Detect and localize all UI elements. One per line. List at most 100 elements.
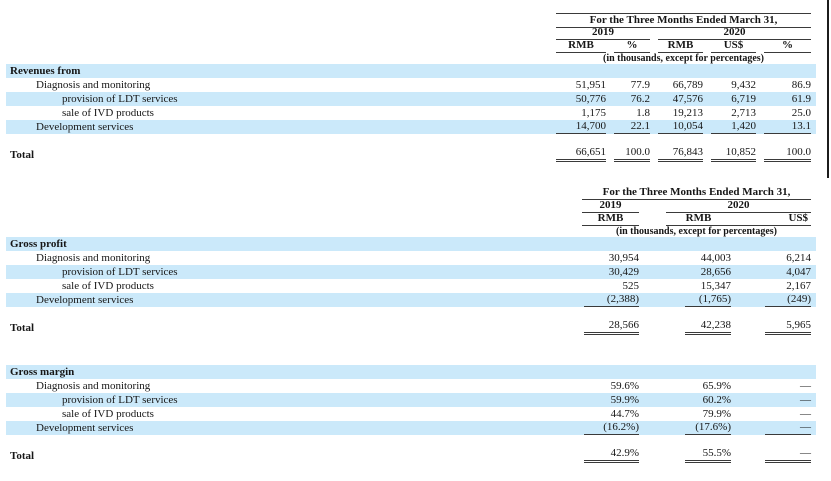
gross-margin-table: Gross margin Diagnosis and monitoring 59… xyxy=(6,365,816,463)
cell-value: 51,951 xyxy=(575,79,606,91)
cell-value: 76.2 xyxy=(630,93,650,105)
year-header-2019: 2019 xyxy=(582,199,639,213)
total-row: Total 66,651 100.0 76,843 10,852 100.0 xyxy=(6,145,816,162)
underlined-value: (16.2%) xyxy=(584,421,639,435)
column-header: US$ xyxy=(788,212,808,224)
cell-value: 60.2% xyxy=(702,394,731,406)
table-row: Diagnosis and monitoring 51,951 77.9 66,… xyxy=(6,78,816,92)
period-header-row: For the Three Months Ended March 31, xyxy=(6,186,816,200)
row-label: Diagnosis and monitoring xyxy=(36,380,151,392)
column-header: US$ xyxy=(711,39,756,53)
table-row: Diagnosis and monitoring 30,954 44,003 6… xyxy=(6,251,816,265)
cell-value: — xyxy=(800,394,811,406)
spacer xyxy=(731,212,747,225)
double-underlined-value: 5,965 xyxy=(765,319,811,335)
total-label: Total xyxy=(10,322,35,334)
total-row: Total 28,566 42,238 5,965 xyxy=(6,318,816,335)
row-label: sale of IVD products xyxy=(62,408,154,420)
column-header: RMB xyxy=(582,212,639,226)
total-value: 28,566 xyxy=(582,319,639,335)
section-header-row: Gross profit xyxy=(6,237,816,251)
cell-value: 1,420 xyxy=(711,120,756,134)
cell-value: (16.2%) xyxy=(582,421,639,435)
underlined-value: (2,388) xyxy=(584,293,639,307)
row-label: Development services xyxy=(36,422,134,434)
cell-value: — xyxy=(746,421,811,435)
cell-value: 66,789 xyxy=(672,79,703,91)
underlined-value: (1,765) xyxy=(685,293,731,307)
total-value: 55.5% xyxy=(666,447,731,463)
row-label: provision of LDT services xyxy=(62,93,178,105)
cell-value: 59.6% xyxy=(610,380,639,392)
underlined-value: (249) xyxy=(765,293,811,307)
cell-value: 22.1 xyxy=(614,120,650,134)
units-note-row: (in thousands, except for percentages) xyxy=(6,52,816,64)
column-header-row: RMB % RMB US$ % xyxy=(6,39,816,53)
cell-value: 77.9 xyxy=(630,79,650,91)
column-header-group: RMB US$ xyxy=(666,212,811,226)
cell-value: 44.7% xyxy=(610,408,639,420)
year-header-2020: 2020 xyxy=(666,199,811,213)
cell-value: 4,047 xyxy=(786,266,811,278)
cell-value: 1,175 xyxy=(581,107,606,119)
cell-value: 86.9 xyxy=(791,79,811,91)
period-header: For the Three Months Ended March 31, xyxy=(556,13,811,28)
underlined-value: — xyxy=(765,421,811,435)
row-label: sale of IVD products xyxy=(62,280,154,292)
period-header-row: For the Three Months Ended March 31, xyxy=(6,13,816,28)
column-header: % xyxy=(764,39,811,53)
column-header: RMB xyxy=(556,39,606,53)
cell-value: 47,576 xyxy=(672,93,703,105)
section-label: Gross profit xyxy=(10,238,67,250)
cell-value: 30,954 xyxy=(608,252,639,264)
spacer xyxy=(6,435,816,446)
cell-value: 10,054 xyxy=(658,120,703,134)
cell-value: 13.1 xyxy=(764,120,811,134)
units-note: (in thousands, except for percentages) xyxy=(602,53,764,64)
cell-value: 2,713 xyxy=(731,107,756,119)
cell-value: (17.6%) xyxy=(666,421,731,435)
section-label: Revenues from xyxy=(10,65,81,77)
year-header-2020: 2020 xyxy=(658,26,811,40)
cell-value: (2,388) xyxy=(582,293,639,307)
table-row: Diagnosis and monitoring 59.6% 65.9% — xyxy=(6,379,816,393)
cell-value: 50,776 xyxy=(575,93,606,105)
cell-value: 28,656 xyxy=(700,266,731,278)
table-row: sale of IVD products 525 15,347 2,167 xyxy=(6,279,816,293)
year-header-row: 2019 2020 xyxy=(6,26,816,40)
row-label: Development services xyxy=(36,294,134,306)
cell-value: 6,214 xyxy=(786,252,811,264)
cell-value: (249) xyxy=(746,293,811,307)
table-row: provision of LDT services 50,776 76.2 47… xyxy=(6,92,816,106)
table-row: provision of LDT services 30,429 28,656 … xyxy=(6,265,816,279)
double-underlined-value: 42.9% xyxy=(584,447,639,463)
page-border-line xyxy=(827,0,829,178)
table-row: sale of IVD products 1,175 1.8 19,213 2,… xyxy=(6,106,816,120)
period-header: For the Three Months Ended March 31, xyxy=(582,186,811,200)
table-row: sale of IVD products 44.7% 79.9% — xyxy=(6,407,816,421)
column-header-row: RMB RMB US$ xyxy=(6,212,816,226)
column-header: RMB xyxy=(658,39,703,53)
cell-value: 59.9% xyxy=(610,394,639,406)
total-row: Total 42.9% 55.5% — xyxy=(6,446,816,463)
cell-value: 61.9 xyxy=(791,93,811,105)
section-label: Gross margin xyxy=(10,366,75,378)
cell-value: 65.9% xyxy=(702,380,731,392)
double-underlined-value: 28,566 xyxy=(584,319,639,335)
total-value: 76,843 xyxy=(658,146,703,162)
double-underlined-value: — xyxy=(765,447,811,463)
total-value: 66,651 xyxy=(556,146,606,162)
spacer xyxy=(6,307,816,318)
gross-profit-table: For the Three Months Ended March 31, 201… xyxy=(6,186,816,335)
double-underlined-value: 42,238 xyxy=(685,319,731,335)
underlined-value: (17.6%) xyxy=(685,421,731,435)
cell-value: — xyxy=(800,408,811,420)
cell-value: 525 xyxy=(622,280,640,292)
table-row: Development services (16.2%) (17.6%) — xyxy=(6,421,816,435)
revenues-table: For the Three Months Ended March 31, 201… xyxy=(6,0,816,162)
cell-value: 44,003 xyxy=(700,252,731,264)
row-label: Development services xyxy=(36,121,134,133)
cell-value: 19,213 xyxy=(672,107,703,119)
row-label: Diagnosis and monitoring xyxy=(36,79,151,91)
total-label: Total xyxy=(10,450,35,462)
